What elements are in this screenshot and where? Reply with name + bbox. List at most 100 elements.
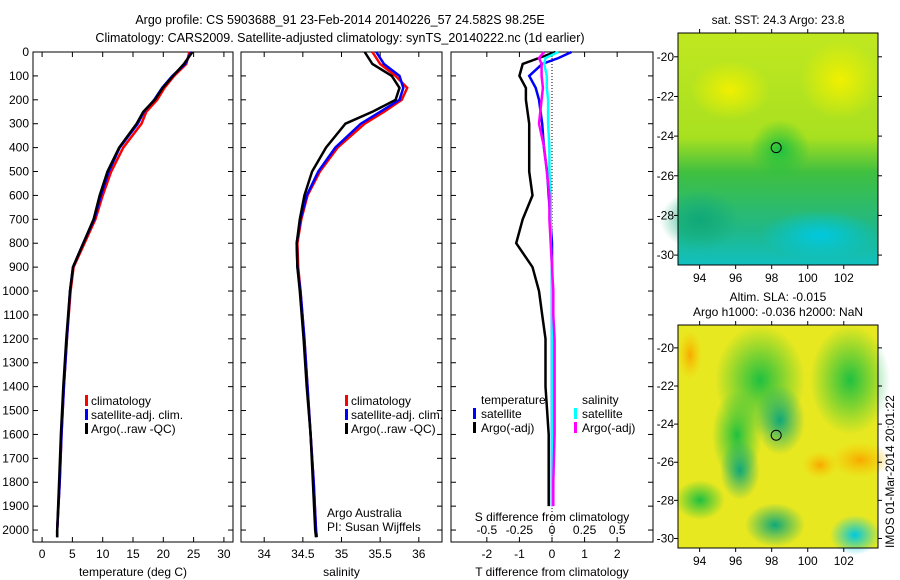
series-line-climatology	[296, 51, 409, 538]
y-tick-label: -20	[657, 341, 675, 355]
series-line-climatology	[55, 51, 191, 538]
series-line-temperature-argo-adj-	[514, 50, 556, 507]
y-tick-label: 1100	[3, 308, 29, 322]
y-tick-label: -26	[657, 169, 675, 183]
y-tick-label: 1700	[2, 451, 29, 465]
y-tick-label: -30	[657, 248, 675, 262]
y-tick-label: 2000	[2, 523, 29, 537]
sst-blob	[690, 60, 770, 120]
sst-blob	[760, 210, 880, 260]
x2-tick-label: 0.5	[609, 523, 626, 537]
x-tick-label: 30	[217, 547, 231, 561]
x-tick-label: 98	[765, 271, 779, 285]
temperature-panel: 0 5 10 15 20 25 30 temperature (deg C) 0 100 200 30…	[2, 45, 234, 579]
x-tick-label: 34.5	[291, 547, 315, 561]
x-tick-label: 35	[335, 547, 349, 561]
y-tick-label: 500	[9, 165, 29, 179]
y-tick-label: 600	[9, 188, 29, 202]
x-tick-label: 94	[693, 554, 707, 568]
sla-blob	[830, 515, 880, 555]
sst-blob	[660, 190, 740, 250]
x2-axis-label: S difference from climatology	[475, 510, 630, 524]
annotation-text: Argo Australia	[327, 506, 402, 520]
x2-tick-label: 0	[549, 523, 556, 537]
y-tick-label: 100	[9, 69, 29, 83]
x2-tick-label: -0.5	[476, 523, 497, 537]
argo-location-marker	[770, 429, 782, 441]
y-tick-label: -20	[657, 50, 675, 64]
x-tick-label: 25	[187, 547, 201, 561]
legend-swatch	[345, 409, 348, 420]
sla-map-title: Altim. SLA: -0.015	[730, 290, 827, 304]
legend-title-salinity: salinity	[582, 393, 619, 407]
series-line-salinity-argo-adj-	[537, 51, 556, 507]
series-line-argo-raw-qc-	[295, 51, 401, 538]
y-tick-label: 1000	[2, 284, 29, 298]
x-tick-label: 35.5	[368, 547, 392, 561]
sst-blob	[800, 40, 880, 120]
annotation-text: PI: Susan Wijffels	[327, 520, 421, 534]
x-tick-label: 100	[798, 271, 818, 285]
x2-tick-label: 0.25	[573, 523, 597, 537]
x-axis-label: salinity	[323, 565, 360, 579]
x-tick-label: 1	[581, 547, 588, 561]
x-tick-label: -2	[482, 547, 493, 561]
legend-label: Argo(-adj)	[582, 421, 635, 435]
y-tick-label: 800	[9, 236, 29, 250]
salinity-panel: 34 34.5 35 35.5 36 salinity climatologysatelli…	[240, 51, 443, 579]
y-tick-label: 1800	[2, 475, 29, 489]
y-tick-label: 1400	[2, 380, 29, 394]
x-tick-label: 102	[834, 554, 854, 568]
x-tick-label: 20	[157, 547, 171, 561]
y-tick-label: -24	[657, 417, 675, 431]
legend-swatch	[85, 423, 88, 434]
legend-title-temperature: temperature	[481, 393, 546, 407]
x-axis-label: temperature (deg C)	[79, 565, 187, 579]
sla-blob	[745, 503, 805, 547]
x-tick-label: 36	[412, 547, 426, 561]
x-tick-label: 102	[834, 271, 854, 285]
axes-frame	[240, 51, 443, 543]
y-tick-label: 1900	[2, 499, 29, 513]
legend-label: Argo(-adj)	[481, 421, 534, 435]
y-tick-label: -26	[657, 455, 675, 469]
y-tick-label: -30	[657, 531, 675, 545]
x-axis-label: T difference from climatology	[475, 565, 629, 579]
sla-map-frame	[677, 324, 879, 549]
x-tick-label: 5	[69, 547, 76, 561]
legend-label: satellite	[481, 407, 522, 421]
legend-swatch	[85, 395, 88, 406]
difference-panel: -2 -1 0 1 2 T difference from climatology -0.5…	[450, 50, 654, 579]
title-line-2: Climatology: CARS2009. Satellite-adjuste…	[95, 31, 584, 45]
legend-label: Argo(..raw -QC)	[351, 422, 436, 436]
y-tick-label: 1200	[2, 332, 29, 346]
legend-swatch	[345, 423, 348, 434]
legend-swatch	[345, 395, 348, 406]
legend-swatch	[574, 408, 577, 419]
y-tick-label: 400	[9, 141, 29, 155]
legend-swatch	[574, 422, 577, 433]
title-line-1: Argo profile: CS 5903688_91 23-Feb-2014 …	[135, 13, 544, 27]
x-tick-label: 10	[96, 547, 110, 561]
y-tick-label: 0	[22, 45, 29, 59]
legend-label: Argo(..raw -QC)	[91, 422, 176, 436]
sla-blob	[830, 442, 890, 478]
legend-swatch	[85, 409, 88, 420]
y-tick-label: 1500	[2, 404, 29, 418]
y-tick-label: -28	[657, 493, 675, 507]
legend-label: satellite-adj. clim.	[351, 408, 443, 422]
legend-label: satellite-adj. clim.	[91, 408, 183, 422]
x-tick-label: 98	[765, 554, 779, 568]
x-tick-label: 96	[729, 554, 743, 568]
y-tick-label: 1300	[2, 356, 29, 370]
legend-label: climatology	[91, 394, 151, 408]
sst-blob	[750, 120, 810, 180]
y-tick-label: -28	[657, 208, 675, 222]
y-tick-label: 200	[9, 93, 29, 107]
x-tick-label: 2	[614, 547, 621, 561]
x-tick-label: 100	[798, 554, 818, 568]
series-line-satellite-adj-clim-	[55, 51, 193, 538]
y-tick-label: 700	[9, 212, 29, 226]
series-line-salinity-satellite	[542, 50, 560, 507]
